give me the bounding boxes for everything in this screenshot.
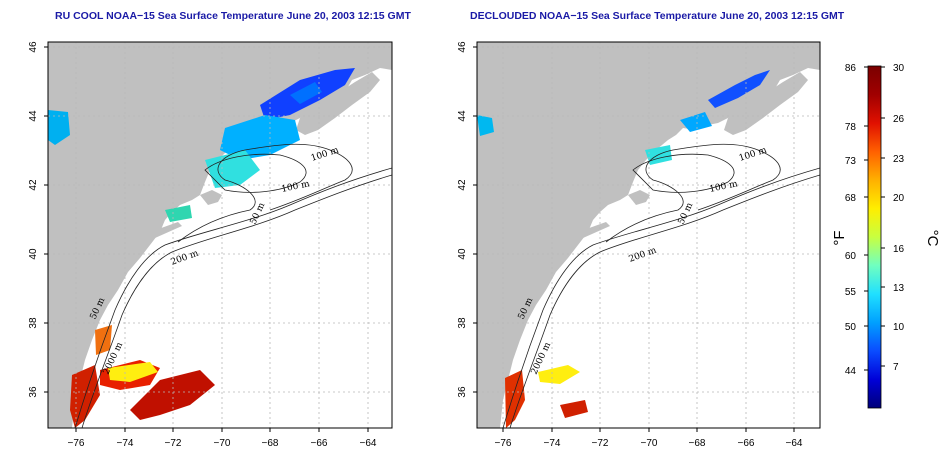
fahrenheit-tick-label: 44 xyxy=(845,366,857,377)
lon-tick-label: −68 xyxy=(689,438,706,449)
celsius-tick-label: 26 xyxy=(893,114,905,125)
left-grid xyxy=(48,42,392,428)
fahrenheit-tick-label: 78 xyxy=(845,122,857,133)
fahrenheit-tick-label: 73 xyxy=(845,156,857,167)
lat-tick-label: 42 xyxy=(457,179,468,191)
right-long-island xyxy=(578,222,610,238)
contour-label: 100 m xyxy=(281,179,311,195)
fahrenheit-tick-label: 86 xyxy=(845,63,857,74)
lat-tick-label: 44 xyxy=(28,110,39,122)
contour-label: 50 m xyxy=(249,201,268,226)
left-lon-labels: −76 −74 −72 −70 −68 −66 −64 xyxy=(68,438,377,449)
left-ocean xyxy=(48,42,392,428)
contour-label: 100 m xyxy=(709,179,739,195)
left-lon-ticks xyxy=(75,428,369,432)
lat-tick-label: 40 xyxy=(28,248,39,260)
colorbar-bar xyxy=(867,65,882,409)
lat-tick-label: 46 xyxy=(457,41,468,53)
left-nova-scotia xyxy=(296,72,380,135)
fahrenheit-tick-label: 50 xyxy=(845,322,857,333)
lon-tick-label: −76 xyxy=(495,438,512,449)
celsius-tick-label: 7 xyxy=(893,362,899,373)
lon-tick-label: −64 xyxy=(360,438,377,449)
lon-tick-label: −74 xyxy=(544,438,561,449)
celsius-tick-labels: 30 26 23 20 16 13 10 7 xyxy=(893,63,905,373)
right-nova-scotia xyxy=(724,72,808,135)
contour-label: 50 m xyxy=(89,296,108,321)
right-map-title: DECLOUDED NOAA−15 Sea Surface Temperatur… xyxy=(470,10,845,22)
lon-tick-label: −72 xyxy=(165,438,182,449)
celsius-unit-label: °C xyxy=(924,230,941,247)
lon-tick-label: −68 xyxy=(262,438,279,449)
lat-tick-label: 36 xyxy=(28,386,39,398)
right-sst-blobs xyxy=(477,70,770,428)
lat-tick-label: 38 xyxy=(28,317,39,329)
left-contour-labels: 100 m 100 m 50 m 200 m 50 m 2000 m xyxy=(89,145,341,376)
lon-tick-label: −64 xyxy=(786,438,803,449)
left-sst-blobs xyxy=(48,68,355,428)
left-map-content: 100 m 100 m 50 m 200 m 50 m 2000 m xyxy=(48,42,392,428)
fahrenheit-tick-labels: 86 78 73 68 60 55 50 44 xyxy=(845,63,857,377)
right-land xyxy=(477,42,820,428)
fahrenheit-tick-label: 68 xyxy=(845,193,857,204)
lat-tick-label: 46 xyxy=(28,41,39,53)
contour-label: 100 m xyxy=(738,145,769,163)
lon-tick-label: −70 xyxy=(214,438,231,449)
left-lat-ticks xyxy=(44,46,48,393)
lat-tick-label: 36 xyxy=(457,386,468,398)
contour-label: 200 m xyxy=(628,245,659,264)
right-lon-ticks xyxy=(502,428,795,432)
celsius-tick-label: 23 xyxy=(893,154,905,165)
lon-tick-label: −66 xyxy=(738,438,755,449)
contour-label: 100 m xyxy=(310,145,341,163)
celsius-tick-label: 10 xyxy=(893,322,905,333)
contour-label: 50 m xyxy=(677,201,696,226)
temperature-colorbar: 86 78 73 68 60 55 50 44 30 26 23 20 16 1… xyxy=(831,63,941,409)
contour-label: 2000 m xyxy=(102,341,126,377)
celsius-tick-label: 13 xyxy=(893,283,905,294)
fahrenheit-tick-label: 55 xyxy=(845,287,857,298)
right-depth-contours xyxy=(502,143,820,428)
left-map-title: RU COOL NOAA−15 Sea Surface Temperature … xyxy=(55,10,411,22)
lon-tick-label: −76 xyxy=(68,438,85,449)
lon-tick-label: −70 xyxy=(641,438,658,449)
lat-tick-label: 44 xyxy=(457,110,468,122)
left-map-frame xyxy=(47,41,393,429)
lat-tick-label: 42 xyxy=(28,179,39,191)
celsius-tick-label: 20 xyxy=(893,193,905,204)
right-cape-cod xyxy=(628,190,650,205)
right-ocean xyxy=(477,42,820,428)
right-contour-labels: 100 m 100 m 50 m 200 m 50 m 2000 m xyxy=(517,145,769,376)
lon-tick-label: −72 xyxy=(592,438,609,449)
celsius-tick-label: 16 xyxy=(893,244,905,255)
lat-tick-label: 38 xyxy=(457,317,468,329)
right-lon-labels: −76 −74 −72 −70 −68 −66 −64 xyxy=(495,438,803,449)
contour-label: 2000 m xyxy=(530,341,554,377)
left-land xyxy=(48,42,392,428)
left-cape-cod xyxy=(200,190,222,205)
lon-tick-label: −74 xyxy=(117,438,134,449)
left-long-island xyxy=(150,222,182,238)
left-depth-contours xyxy=(74,143,392,428)
colorbar-ticks xyxy=(864,66,885,371)
fahrenheit-tick-label: 60 xyxy=(845,251,857,262)
contour-label: 200 m xyxy=(170,248,201,267)
celsius-tick-label: 30 xyxy=(893,63,905,74)
right-map-frame xyxy=(476,41,821,429)
left-lat-labels: 46 44 42 40 38 36 xyxy=(28,41,39,398)
right-lat-ticks xyxy=(473,46,477,393)
right-lat-labels: 46 44 42 40 38 36 xyxy=(457,41,468,398)
right-map-content: 100 m 100 m 50 m 200 m 50 m 2000 m xyxy=(477,42,820,428)
lon-tick-label: −66 xyxy=(311,438,328,449)
contour-label: 50 m xyxy=(517,296,536,321)
fahrenheit-unit-label: °F xyxy=(831,230,848,245)
lat-tick-label: 40 xyxy=(457,248,468,260)
right-grid xyxy=(477,42,820,428)
